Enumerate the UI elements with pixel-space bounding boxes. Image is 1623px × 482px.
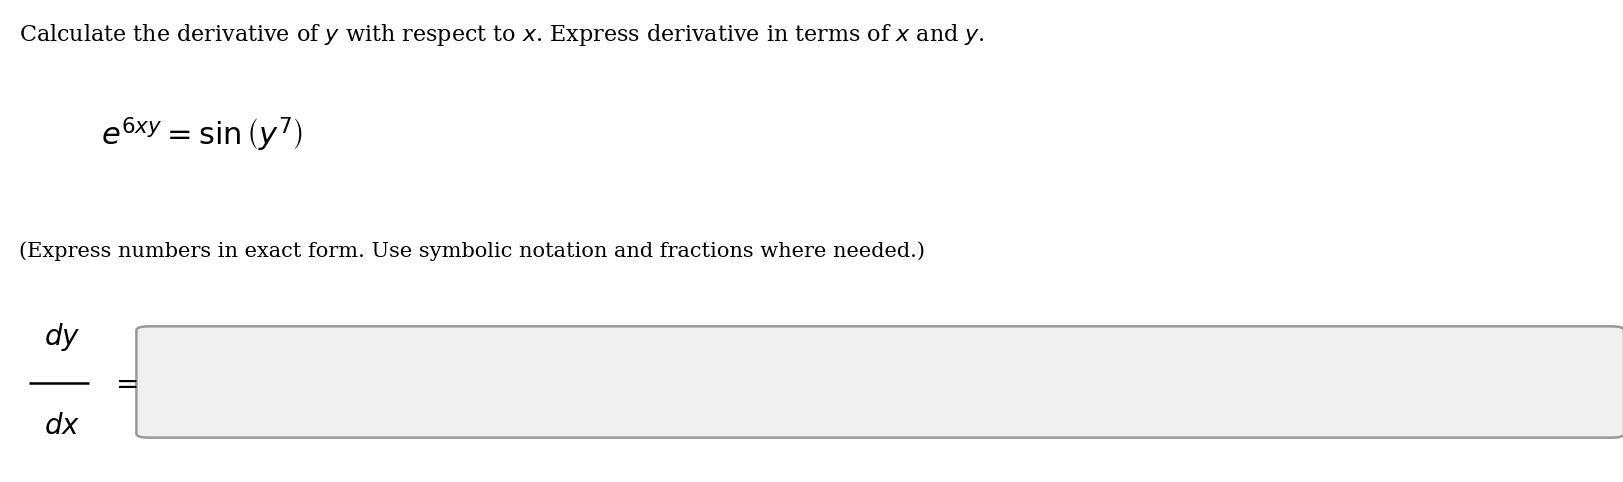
Text: $dy$: $dy$ — [44, 321, 80, 353]
Text: (Express numbers in exact form. Use symbolic notation and fractions where needed: (Express numbers in exact form. Use symb… — [19, 241, 925, 261]
Text: $=$: $=$ — [110, 370, 138, 397]
Text: $e^{6xy} = \sin\left(y^{7}\right)$: $e^{6xy} = \sin\left(y^{7}\right)$ — [101, 116, 302, 154]
Text: $dx$: $dx$ — [44, 413, 80, 440]
Text: Calculate the derivative of $y$ with respect to $x$. Express derivative in terms: Calculate the derivative of $y$ with res… — [19, 22, 985, 48]
FancyBboxPatch shape — [136, 326, 1623, 438]
